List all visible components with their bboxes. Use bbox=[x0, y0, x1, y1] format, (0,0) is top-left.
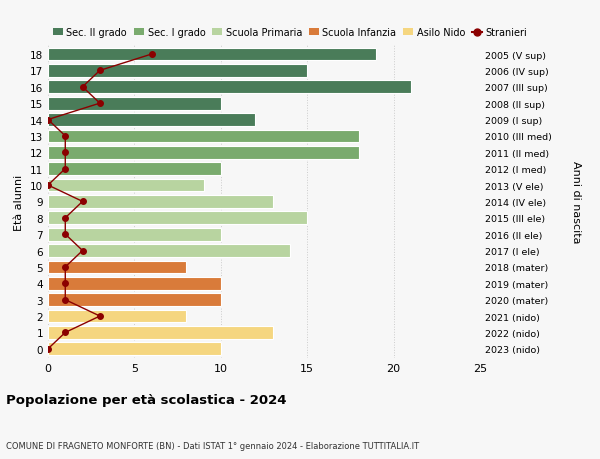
Bar bbox=[48, 245, 290, 257]
Bar bbox=[48, 228, 221, 241]
Y-axis label: Età alunni: Età alunni bbox=[14, 174, 25, 230]
Bar bbox=[48, 130, 359, 143]
Bar bbox=[48, 98, 221, 110]
Bar bbox=[48, 294, 221, 306]
Text: Popolazione per età scolastica - 2024: Popolazione per età scolastica - 2024 bbox=[6, 393, 287, 406]
Bar bbox=[48, 114, 256, 127]
Legend: Sec. II grado, Sec. I grado, Scuola Primaria, Scuola Infanzia, Asilo Nido, Stran: Sec. II grado, Sec. I grado, Scuola Prim… bbox=[53, 28, 527, 38]
Y-axis label: Anni di nascita: Anni di nascita bbox=[571, 161, 581, 243]
Bar bbox=[48, 212, 307, 224]
Bar bbox=[48, 146, 359, 159]
Bar bbox=[48, 326, 272, 339]
Text: COMUNE DI FRAGNETO MONFORTE (BN) - Dati ISTAT 1° gennaio 2024 - Elaborazione TUT: COMUNE DI FRAGNETO MONFORTE (BN) - Dati … bbox=[6, 441, 419, 450]
Bar bbox=[48, 65, 307, 78]
Bar bbox=[48, 310, 186, 323]
Bar bbox=[48, 81, 411, 94]
Bar bbox=[48, 49, 376, 61]
Bar bbox=[48, 163, 221, 176]
Bar bbox=[48, 277, 221, 290]
Bar bbox=[48, 179, 203, 192]
Bar bbox=[48, 343, 221, 355]
Bar bbox=[48, 261, 186, 274]
Bar bbox=[48, 196, 272, 208]
